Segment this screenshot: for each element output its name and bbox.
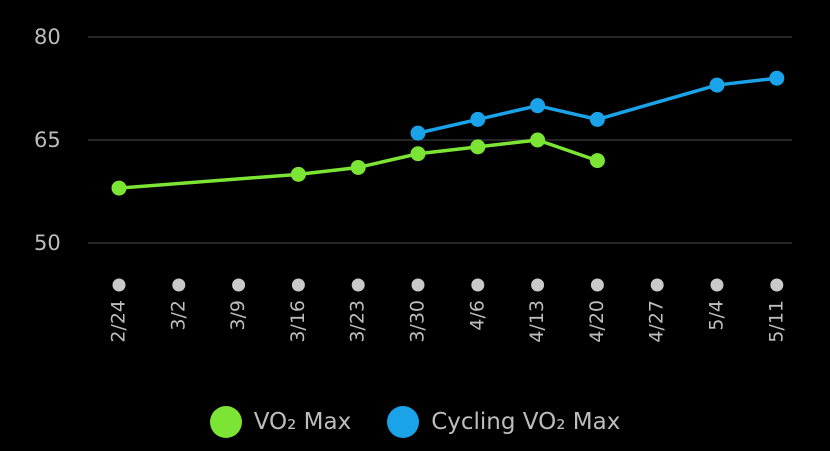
x-tick-dot (172, 278, 186, 292)
vo2-max-line-chart: 80 65 50 2/24 3/2 3/9 3/16 3/23 3/30 4/6 4/13 4/20 4… (34, 25, 792, 343)
x-tick-label: 5/4 (706, 300, 728, 331)
data-point-series-0 (530, 132, 546, 148)
y-tick-label: 65 (34, 128, 61, 152)
data-point-series-0 (290, 166, 306, 182)
data-point-series-1 (410, 125, 426, 141)
x-tick-dot (411, 278, 425, 292)
data-point-series-1 (530, 98, 546, 114)
x-tick-dot (471, 278, 485, 292)
x-tick-dot (650, 278, 664, 292)
legend-item-vo2-max[interactable]: VO₂ Max (209, 406, 352, 438)
x-tick-dot (232, 278, 246, 292)
data-point-series-0 (350, 159, 366, 175)
x-tick-dot (351, 278, 365, 292)
x-tick-label: 4/20 (586, 300, 608, 343)
x-tick-label: 3/16 (287, 300, 309, 343)
x-tick-label: 2/24 (108, 300, 130, 343)
data-point-series-0 (470, 139, 486, 155)
x-tick-dot (112, 278, 126, 292)
chart-legend: VO₂ Max Cycling VO₂ Max (0, 400, 830, 444)
x-tick-label: 5/11 (765, 300, 787, 343)
data-point-series-0 (589, 153, 605, 169)
x-tick-label: 3/30 (407, 300, 429, 343)
x-tick-label: 3/9 (227, 300, 249, 331)
data-point-series-0 (111, 180, 127, 196)
x-tick-dot (590, 278, 604, 292)
x-tick-label: 4/13 (526, 300, 548, 343)
series-line-1 (416, 76, 779, 135)
data-point-series-1 (769, 70, 785, 86)
legend-swatch-vo2-max (209, 406, 242, 438)
x-tick-dot (770, 278, 784, 292)
y-tick-label: 50 (34, 231, 61, 255)
data-point-series-1 (709, 77, 725, 93)
x-tick-label: 4/6 (466, 300, 488, 331)
legend-swatch-cycling-vo2-max (387, 406, 420, 438)
x-tick-dot (710, 278, 724, 292)
data-point-series-0 (410, 146, 426, 162)
legend-label-cycling-vo2-max: Cycling VO₂ Max (431, 409, 621, 435)
x-tick-label: 3/23 (347, 300, 369, 343)
x-tick-label: 3/2 (167, 300, 189, 331)
legend-item-cycling-vo2-max[interactable]: Cycling VO₂ Max (387, 406, 620, 438)
data-point-series-1 (470, 111, 486, 127)
x-tick-label: 4/27 (646, 300, 668, 343)
x-tick-dot (531, 278, 545, 292)
x-tick-dot (291, 278, 305, 292)
data-point-series-1 (589, 111, 605, 127)
legend-label-vo2-max: VO₂ Max (253, 409, 352, 435)
y-tick-label: 80 (34, 25, 61, 49)
